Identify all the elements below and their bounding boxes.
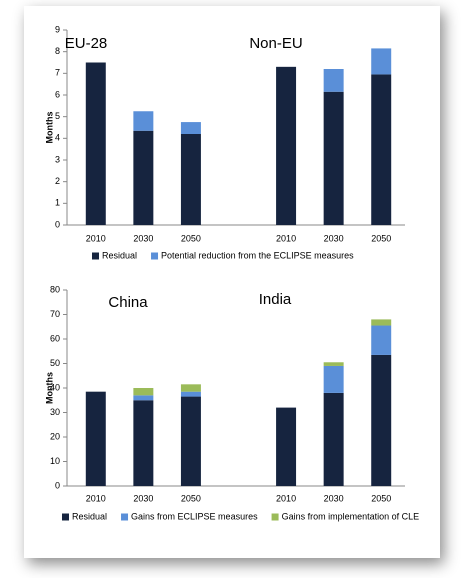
y-tick-label: 50 — [50, 358, 60, 368]
bar-segment — [323, 69, 344, 92]
bar-segment — [180, 384, 201, 392]
y-tick-label: 3 — [55, 154, 60, 164]
bar-segment — [371, 354, 392, 486]
y-tick-label: 8 — [55, 46, 60, 56]
x-tick-label: 2050 — [181, 493, 201, 503]
bar-segment — [180, 134, 201, 225]
bar-segment — [276, 407, 297, 486]
y-tick-label: 40 — [50, 382, 60, 392]
x-tick-label: 2010 — [276, 493, 296, 503]
bar-segment — [133, 111, 154, 131]
bar-segment — [133, 400, 154, 486]
x-tick-label: 2050 — [371, 493, 391, 503]
y-tick-label: 4 — [55, 133, 60, 143]
y-tick-label: 5 — [55, 111, 60, 121]
y-tick-label: 10 — [50, 456, 60, 466]
x-tick-label: 2050 — [371, 233, 391, 243]
group-label: EU-28 — [65, 35, 108, 52]
bar-segment — [371, 48, 392, 75]
bar-segment — [180, 391, 201, 397]
legend-swatch — [271, 513, 279, 521]
bar-segment — [323, 91, 344, 225]
y-tick-label: 0 — [55, 219, 60, 229]
y-axis-label: Months — [44, 112, 54, 144]
bar-segment — [180, 122, 201, 134]
bar-segment — [133, 395, 154, 401]
y-tick-label: 20 — [50, 431, 60, 441]
bar-segment — [85, 62, 106, 225]
bar-segment — [180, 396, 201, 486]
bar-segment — [85, 391, 106, 486]
bar-segment — [323, 362, 344, 366]
y-tick-label: 80 — [50, 284, 60, 294]
bar-segment — [371, 74, 392, 226]
x-tick-label: 2030 — [324, 493, 344, 503]
x-tick-label: 2050 — [181, 233, 201, 243]
group-label: India — [259, 291, 292, 308]
legend-label: Residual — [72, 511, 107, 521]
legend-label: Residual — [102, 250, 137, 260]
bar-segment — [276, 66, 297, 225]
y-tick-label: 6 — [55, 89, 60, 99]
y-tick-label: 30 — [50, 407, 60, 417]
legend-label: Gains from ECLIPSE measures — [131, 511, 258, 521]
group-label: Non-EU — [249, 35, 302, 52]
y-tick-label: 1 — [55, 198, 60, 208]
bar-segment — [323, 392, 344, 486]
legend-swatch — [121, 513, 129, 521]
y-axis-label: Months — [44, 372, 54, 404]
y-tick-label: 7 — [55, 68, 60, 78]
y-tick-label: 9 — [55, 24, 60, 34]
x-tick-label: 2030 — [324, 233, 344, 243]
x-tick-label: 2010 — [86, 493, 106, 503]
bar-segment — [133, 130, 154, 225]
legend-label: Potential reduction from the ECLIPSE mea… — [161, 250, 354, 260]
legend-label: Gains from implementation of CLE — [282, 511, 420, 521]
legend-swatch — [62, 513, 69, 521]
bar-segment — [133, 388, 154, 396]
x-tick-label: 2010 — [86, 233, 106, 243]
legend-swatch — [92, 252, 99, 260]
bar-segment — [371, 325, 392, 355]
x-tick-label: 2030 — [133, 233, 153, 243]
bar-segment — [371, 319, 392, 326]
group-label: China — [108, 294, 148, 311]
y-tick-label: 70 — [50, 309, 60, 319]
legend-swatch — [151, 252, 159, 260]
y-tick-label: 2 — [55, 176, 60, 186]
bar-segment — [323, 365, 344, 393]
x-tick-label: 2030 — [133, 493, 153, 503]
x-tick-label: 2010 — [276, 233, 296, 243]
y-tick-label: 0 — [55, 480, 60, 490]
y-tick-label: 60 — [50, 333, 60, 343]
